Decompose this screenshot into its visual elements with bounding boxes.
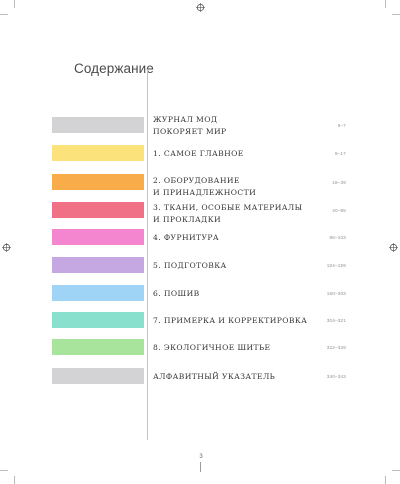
toc-entry[interactable]: 4. ФУРНИТУРА 86–103: [0, 229, 400, 253]
toc-entry-title: 3. ТКАНИ, ОСОБЫЕ МАТЕРИАЛЫ И ПРОКЛАДКИ: [153, 203, 303, 224]
toc-entry-pages: 160–303: [326, 291, 346, 296]
toc-entry-title: ЖУРНАЛ МОД ПОКОРЯЕТ МИР: [153, 115, 227, 136]
crop-mark: [14, 0, 15, 8]
divider-line: [147, 69, 148, 440]
page-number: 3: [199, 454, 203, 460]
toc-entry-pages: 104–159: [326, 263, 346, 268]
crop-mark: [14, 476, 15, 484]
toc-entry-pages: 18–39: [332, 180, 346, 185]
toc-entry[interactable]: 2. ОБОРУДОВАНИЕ И ПРИНАДЛЕЖНОСТИ 18–39: [0, 174, 400, 198]
section-color-swatch: [52, 285, 144, 301]
toc-entry[interactable]: АЛФАВИТНЫЙ УКАЗАТЕЛЬ 340–343: [0, 368, 400, 392]
toc-entry[interactable]: 7. ПРИМЕРКА И КОРРЕКТИРОВКА 304–321: [0, 312, 400, 336]
section-color-swatch: [52, 145, 144, 161]
section-color-swatch: [52, 339, 144, 355]
section-color-swatch: [52, 229, 144, 245]
toc-entry-pages: 340–343: [326, 374, 346, 379]
toc-entry-title: 5. ПОДГОТОВКА: [153, 261, 227, 270]
section-color-swatch: [52, 257, 144, 273]
registration-mark-right: [389, 243, 398, 252]
toc-entry-pages: 6–7: [337, 123, 346, 128]
toc-entry[interactable]: 1. САМОЕ ГЛАВНОЕ 8–17: [0, 145, 400, 169]
toc-entry-title: 6. ПОШИВ: [153, 289, 200, 298]
crop-mark: [0, 470, 8, 471]
toc-entry[interactable]: 5. ПОДГОТОВКА 104–159: [0, 257, 400, 281]
crop-mark: [392, 470, 400, 471]
toc-entry[interactable]: 3. ТКАНИ, ОСОБЫЕ МАТЕРИАЛЫ И ПРОКЛАДКИ 4…: [0, 202, 400, 226]
toc-entry[interactable]: ЖУРНАЛ МОД ПОКОРЯЕТ МИР 6–7: [0, 115, 400, 141]
toc-entry-title: 8. ЭКОЛОГИЧНОЕ ШИТЬЕ: [153, 343, 271, 352]
section-color-swatch: [52, 174, 144, 190]
section-color-swatch: [52, 117, 144, 133]
registration-mark-left: [2, 243, 11, 252]
toc-entry-pages: 304–321: [326, 318, 346, 323]
toc-entry-title: 7. ПРИМЕРКА И КОРРЕКТИРОВКА: [153, 316, 308, 325]
toc-entry-pages: 40–85: [332, 208, 346, 213]
section-color-swatch: [52, 368, 144, 384]
toc-entry-pages: 86–103: [329, 235, 346, 240]
toc-entry-title: АЛФАВИТНЫЙ УКАЗАТЕЛЬ: [153, 372, 276, 381]
registration-mark-top: [196, 3, 205, 12]
page-title: Содержание: [74, 61, 154, 76]
crop-mark: [392, 14, 400, 15]
toc-entry[interactable]: 8. ЭКОЛОГИЧНОЕ ШИТЬЕ 322–339: [0, 339, 400, 363]
crop-mark: [385, 476, 386, 484]
section-color-swatch: [52, 202, 144, 218]
page-number-tick: [200, 462, 201, 472]
toc-entry-title: 1. САМОЕ ГЛАВНОЕ: [153, 149, 244, 158]
toc-entry-pages: 322–339: [326, 345, 346, 350]
section-color-swatch: [52, 312, 144, 328]
crop-mark: [0, 14, 8, 15]
toc-entry-pages: 8–17: [334, 151, 346, 156]
crop-mark: [385, 0, 386, 8]
toc-entry-title: 2. ОБОРУДОВАНИЕ И ПРИНАДЛЕЖНОСТИ: [153, 176, 257, 197]
toc-entry[interactable]: 6. ПОШИВ 160–303: [0, 285, 400, 309]
toc-entry-title: 4. ФУРНИТУРА: [153, 233, 220, 242]
